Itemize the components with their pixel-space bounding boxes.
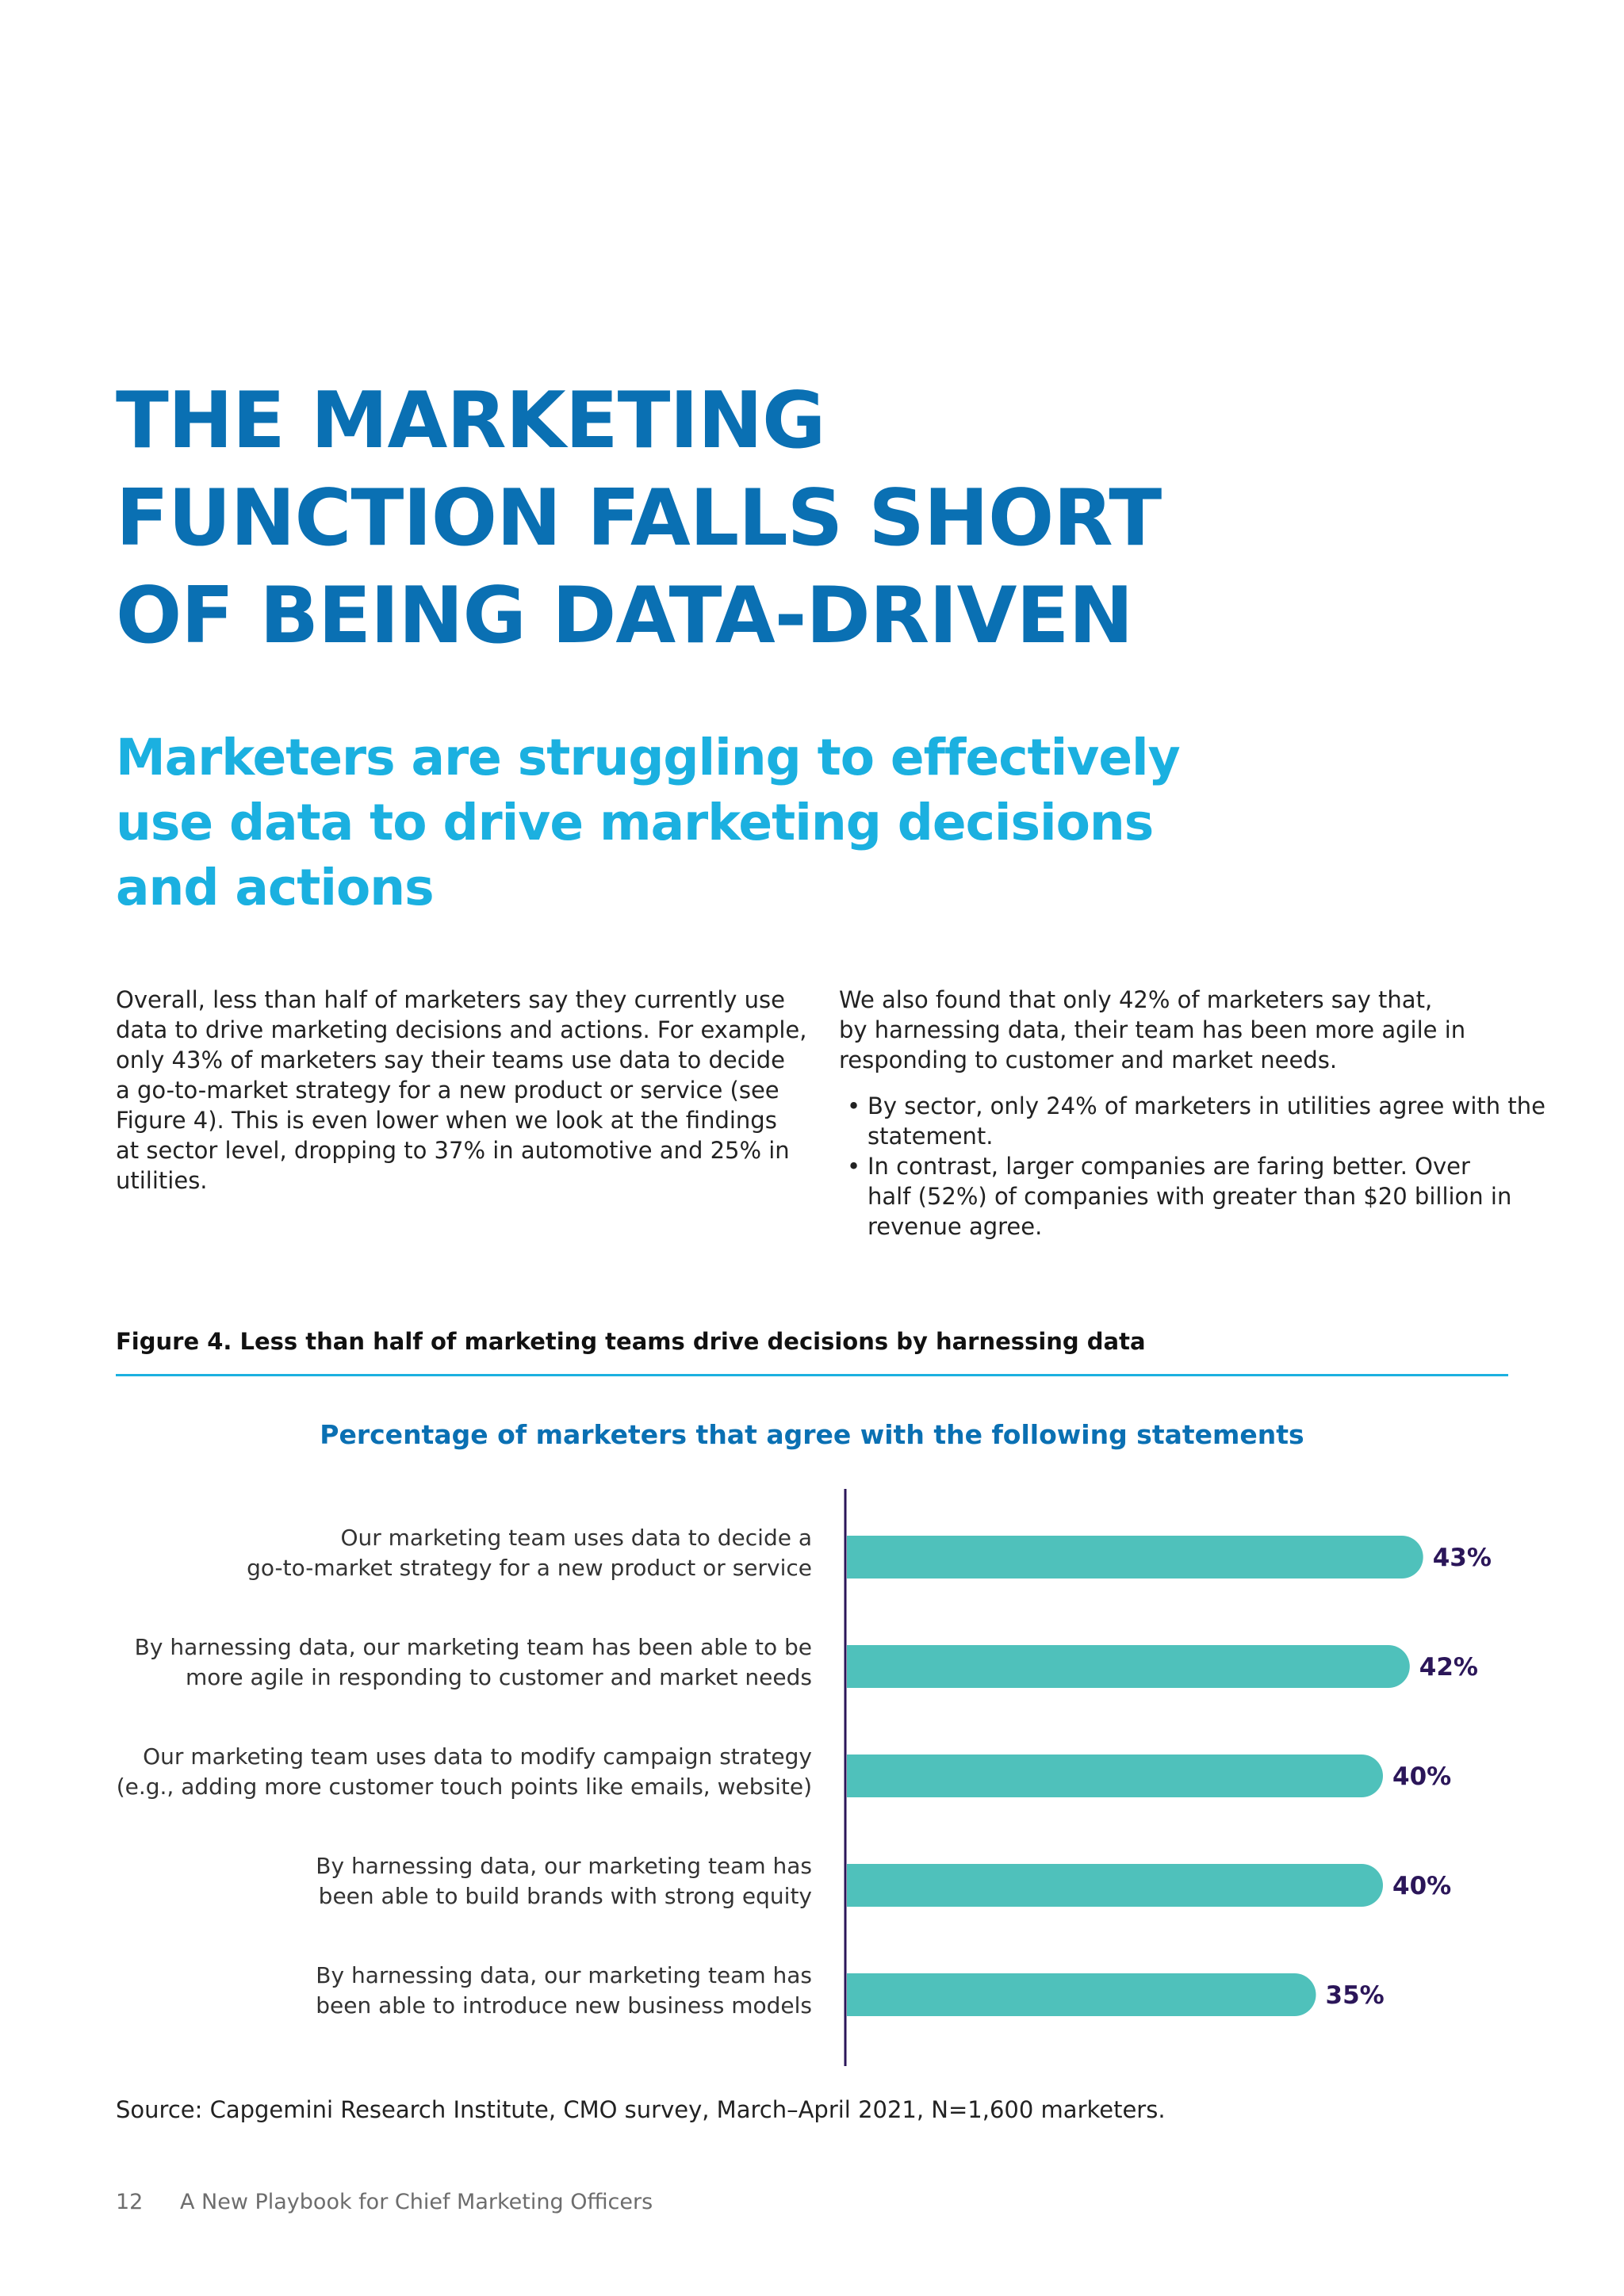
figure-divider	[116, 1374, 1508, 1376]
chart-category-label: By harnessing data, our marketing team h…	[135, 1634, 812, 1660]
page-title: THE MARKETING FUNCTION FALLS SHORT OF BE…	[116, 373, 1226, 665]
chart-category-label: been able to build brands with strong eq…	[319, 1883, 812, 1909]
paragraph-line: only 43% of marketers say their teams us…	[116, 1047, 785, 1073]
chart-category-label: been able to introduce new business mode…	[316, 1992, 812, 2019]
page-number: 12	[116, 2190, 144, 2214]
paragraph-line: utilities.	[116, 1167, 208, 1194]
chart-category-label: more agile in responding to customer and…	[186, 1664, 812, 1690]
chart-category-label: go-to-market strategy for a new product …	[247, 1555, 812, 1581]
paragraph-line: responding to customer and market needs.	[839, 1047, 1338, 1073]
chart-bar	[847, 1864, 1383, 1907]
bullet-line: By sector, only 24% of marketers in util…	[868, 1093, 1545, 1119]
chart-category-label: By harnessing data, our marketing team h…	[316, 1962, 812, 1988]
chart-bar	[847, 1755, 1383, 1797]
chart-value-label: 42%	[1419, 1653, 1478, 1682]
chart-value-label: 40%	[1392, 1762, 1451, 1791]
bullet-line: revenue agree.	[868, 1213, 1043, 1240]
figure-caption: Figure 4. Less than half of marketing te…	[116, 1328, 1146, 1355]
paragraph-line: We also found that only 42% of marketers…	[839, 986, 1433, 1013]
chart-value-label: 40%	[1392, 1872, 1451, 1900]
subtitle-line: and actions	[116, 859, 435, 916]
chart-category-label: Our marketing team uses data to decide a	[340, 1525, 812, 1551]
bullet-item: By sector, only 24% of marketers in util…	[839, 1091, 1553, 1151]
chart-category-label: Our marketing team uses data to modify c…	[143, 1743, 812, 1770]
chart-category-label: (e.g., adding more customer touch points…	[117, 1774, 812, 1800]
section-subtitle: Marketers are struggling to effectively …	[116, 725, 1226, 920]
page-title-line: OF BEING DATA-DRIVEN	[116, 571, 1133, 661]
page-title-line: FUNCTION FALLS SHORT	[116, 473, 1162, 564]
paragraph-line: at sector level, dropping to 37% in auto…	[116, 1137, 790, 1164]
bullet-line: statement.	[868, 1123, 994, 1150]
paragraph-line: by harnessing data, their team has been …	[839, 1016, 1466, 1043]
chart-category-label: By harnessing data, our marketing team h…	[316, 1853, 812, 1879]
subtitle-line: Marketers are struggling to effectively	[116, 729, 1181, 786]
bullet-line: half (52%) of companies with greater tha…	[868, 1183, 1512, 1210]
subtitle-line: use data to drive marketing decisions	[116, 794, 1154, 851]
page-footer: 12 A New Playbook for Chief Marketing Of…	[116, 2190, 653, 2214]
chart-bar	[847, 1536, 1423, 1578]
left-column-paragraph: Overall, less than half of marketers say…	[116, 985, 807, 1196]
paragraph-line: data to drive marketing decisions and ac…	[116, 1016, 807, 1043]
publication-title: A New Playbook for Chief Marketing Offic…	[179, 2190, 653, 2214]
chart-value-label: 43%	[1433, 1544, 1492, 1572]
chart-bar	[847, 1973, 1316, 2016]
bullet-list: By sector, only 24% of marketers in util…	[839, 1091, 1553, 1242]
chart-bar	[847, 1645, 1410, 1688]
paragraph-line: Overall, less than half of marketers say…	[116, 986, 785, 1013]
right-column-paragraph: We also found that only 42% of marketers…	[839, 985, 1553, 1075]
page-title-line: THE MARKETING	[116, 376, 825, 466]
bullet-item: In contrast, larger companies are faring…	[839, 1151, 1553, 1242]
source-note: Source: Capgemini Research Institute, CM…	[116, 2096, 1166, 2123]
horizontal-bar-chart: 43% Our marketing team uses data to decid…	[117, 1489, 1492, 2066]
chart-value-label: 35%	[1326, 1981, 1385, 2010]
paragraph-line: a go-to-market strategy for a new produc…	[116, 1077, 779, 1104]
bullet-line: In contrast, larger companies are faring…	[868, 1153, 1470, 1180]
chart-title: Percentage of marketers that agree with …	[320, 1419, 1304, 1450]
paragraph-line: Figure 4). This is even lower when we lo…	[116, 1107, 777, 1134]
right-column: We also found that only 42% of marketers…	[839, 985, 1553, 1242]
